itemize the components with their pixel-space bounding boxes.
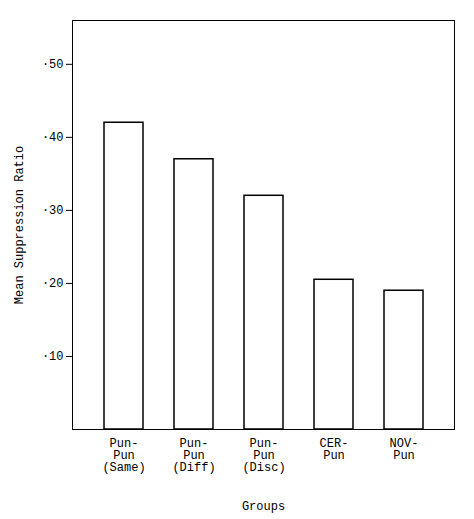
svg-text:·10: ·10 bbox=[42, 350, 64, 364]
svg-text:Pun-Pun(Diff): Pun-Pun(Diff) bbox=[172, 437, 215, 475]
svg-text:·20: ·20 bbox=[42, 277, 64, 291]
svg-text:CER-Pun: CER-Pun bbox=[320, 437, 349, 463]
svg-text:Groups: Groups bbox=[242, 500, 285, 514]
svg-text:·30: ·30 bbox=[42, 204, 64, 218]
svg-text:·40: ·40 bbox=[42, 131, 64, 145]
svg-text:·50: ·50 bbox=[42, 58, 64, 72]
svg-text:Pun-Pun(Disc): Pun-Pun(Disc) bbox=[242, 437, 285, 475]
svg-text:Mean Suppression Ratio: Mean Suppression Ratio bbox=[13, 146, 27, 304]
svg-text:Pun-Pun(Same): Pun-Pun(Same) bbox=[102, 437, 145, 475]
svg-text:NOV-Pun: NOV-Pun bbox=[390, 437, 419, 463]
